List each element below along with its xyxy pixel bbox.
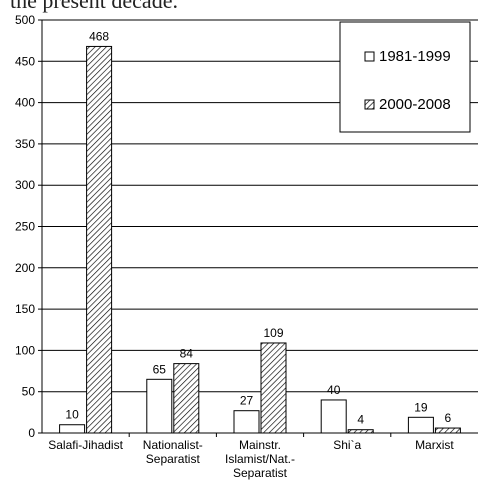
data-label: 65 xyxy=(153,362,167,376)
legend-label-1981-1999: 1981-1999 xyxy=(379,48,451,65)
y-tick-label: 50 xyxy=(22,385,36,399)
legend-swatch-1981-1999 xyxy=(364,51,375,62)
data-label: 4 xyxy=(357,413,364,427)
bar-2000-2008-2 xyxy=(260,342,287,434)
y-tick-label: 500 xyxy=(15,13,35,27)
y-tick-label: 350 xyxy=(15,137,35,151)
y-tick-label: 250 xyxy=(15,220,35,234)
data-label: 10 xyxy=(65,408,79,422)
axes: 0 50 100 150 200 250 300 350 400 450 500 Salafi-Jih… xyxy=(15,13,478,480)
legend: 1981-1999 2000-2008 xyxy=(339,21,471,133)
category-label: Separatist xyxy=(146,452,201,466)
bar-2000-2008-0 xyxy=(86,45,113,434)
category-label: Mainstr. xyxy=(239,438,281,452)
bar-2000-2008-1 xyxy=(173,363,200,434)
y-tick-label: 300 xyxy=(15,178,35,192)
legend-box xyxy=(339,21,471,133)
y-tick-label: 0 xyxy=(28,426,35,440)
y-tick-label: 450 xyxy=(15,54,35,68)
y-tick-label: 150 xyxy=(15,302,35,316)
data-label: 109 xyxy=(263,326,283,340)
bar-1981-1999-3 xyxy=(320,399,347,434)
gridlines xyxy=(42,19,478,393)
y-tick-label: 200 xyxy=(15,261,35,275)
category-label: Shi`a xyxy=(333,438,361,452)
bar-1981-1999-4 xyxy=(407,416,434,434)
legend-swatch-2000-2008 xyxy=(364,99,375,110)
bar-2000-2008-4 xyxy=(434,427,461,434)
category-label: Salafi-Jihadist xyxy=(48,438,123,452)
data-label: 6 xyxy=(445,411,452,425)
bar-1981-1999-2 xyxy=(233,410,260,434)
category-label: Separatist xyxy=(233,466,288,480)
category-label: Islamist/Nat.- xyxy=(225,452,295,466)
legend-label-2000-2008: 2000-2008 xyxy=(379,96,451,113)
data-labels: 10 468 65 84 27 109 40 4 19 6 xyxy=(65,29,451,426)
data-label: 84 xyxy=(180,347,194,361)
category-label: Nationalist- xyxy=(143,438,203,452)
bars xyxy=(59,45,461,434)
bar-1981-1999-1 xyxy=(146,378,173,434)
bar-1981-1999-0 xyxy=(59,424,86,434)
category-label: Marxist xyxy=(415,438,454,452)
y-tick-label: 400 xyxy=(15,96,35,110)
bar-2000-2008-3 xyxy=(347,429,374,434)
data-label: 27 xyxy=(240,394,254,408)
data-label: 468 xyxy=(89,29,109,43)
y-tick-label: 100 xyxy=(15,343,35,357)
header-text: the present decade. xyxy=(10,0,178,13)
data-label: 40 xyxy=(327,383,341,397)
data-label: 19 xyxy=(414,400,428,414)
